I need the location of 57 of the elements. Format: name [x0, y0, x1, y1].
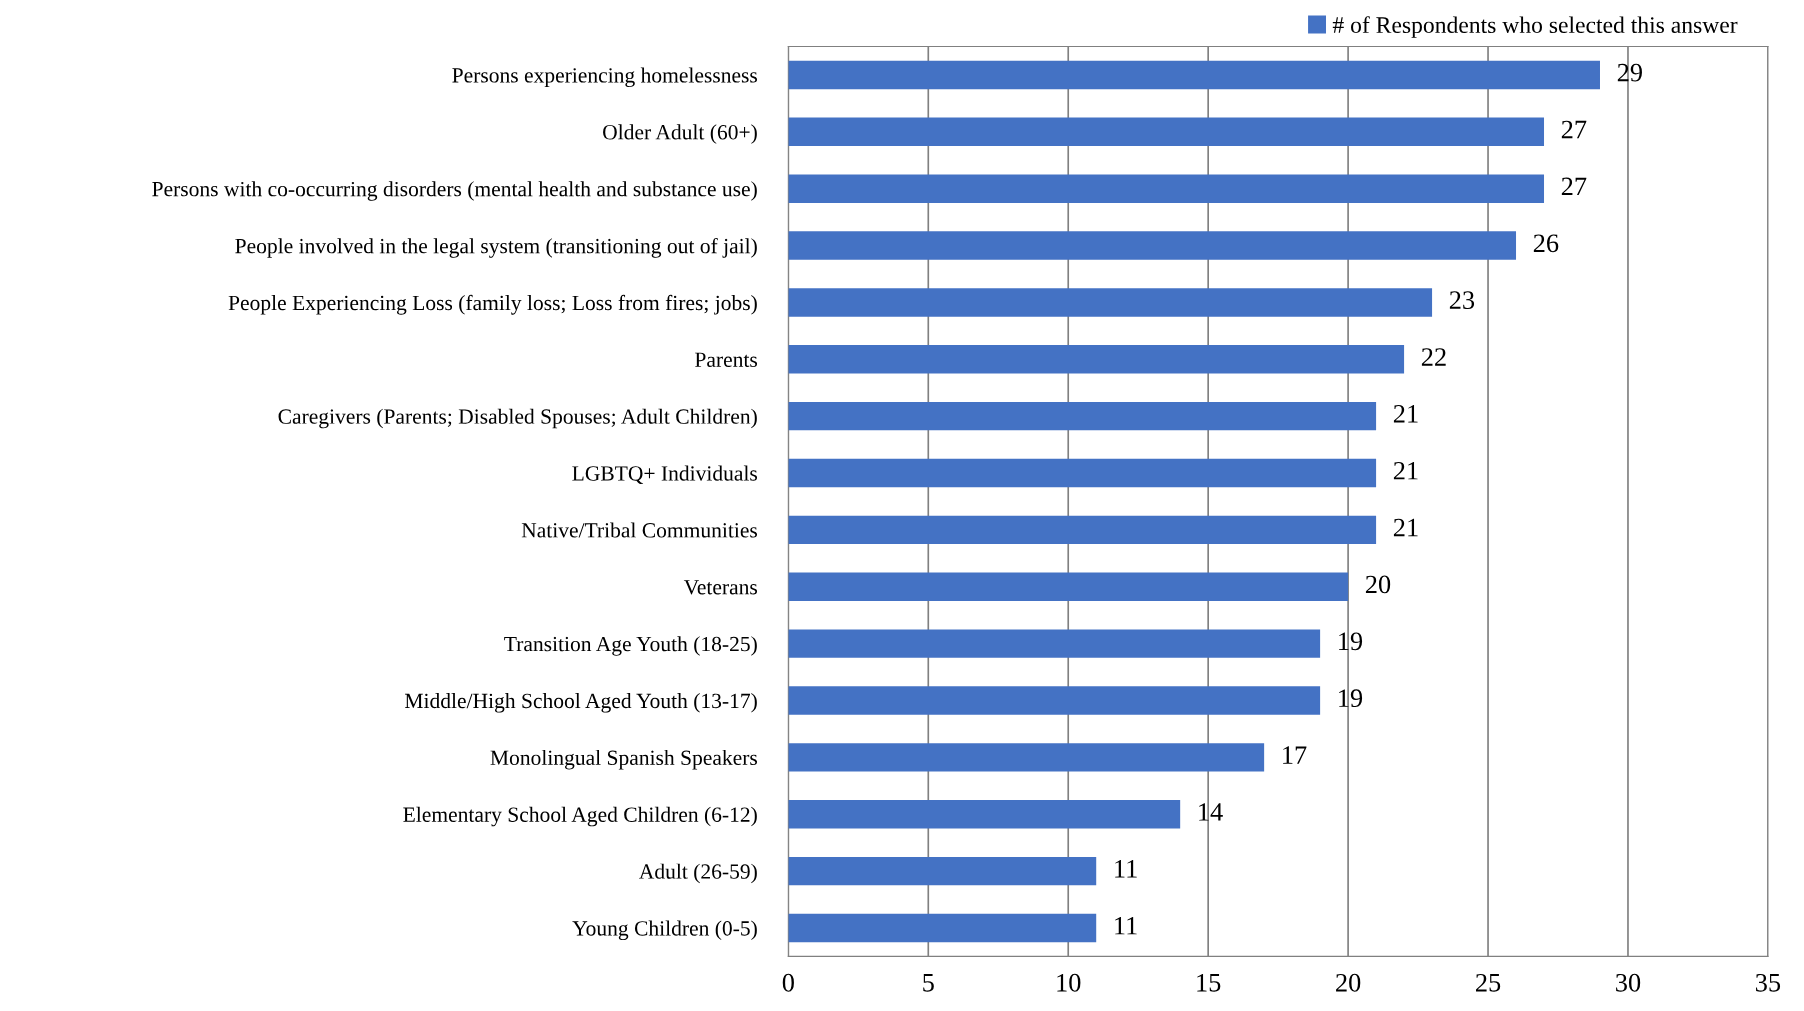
data-label: 21 — [1393, 461, 1418, 480]
bar — [788, 743, 1265, 772]
data-label: 27 — [1561, 177, 1587, 196]
data-label: 27 — [1561, 120, 1587, 139]
bar — [788, 174, 1545, 203]
bar — [788, 345, 1405, 374]
data-label: 23 — [1449, 291, 1475, 310]
y-tick-label: Adult (26-59) — [639, 863, 757, 884]
y-tick-label: Veterans — [683, 580, 758, 595]
x-tick-label: 30 — [1616, 973, 1641, 992]
bar — [788, 856, 1097, 886]
y-tick-label: Monolingual Spanish Speakers — [490, 749, 758, 770]
y-tick-label: Persons with co-occurring disorders (mental health and substance use) — [152, 181, 757, 201]
bar — [788, 401, 1377, 431]
y-tick-label: Caregivers (Parents; Disabled Spouses; Adult Children) — [278, 408, 757, 429]
y-tick-label: Elementary School Aged Children (6-12) — [403, 806, 757, 827]
bar — [788, 515, 1377, 545]
x-tick-label: 20 — [1336, 973, 1361, 992]
data-label: 29 — [1617, 63, 1642, 82]
y-tick-label: Persons experiencing homelessness — [452, 67, 757, 88]
bar — [788, 231, 1517, 260]
y-tick-label: Young Children (0-5) — [572, 920, 757, 941]
bar — [788, 572, 1349, 601]
x-tick-label: 15 — [1197, 973, 1221, 992]
data-label: 21 — [1393, 518, 1418, 537]
bar — [788, 117, 1545, 147]
data-label: 17 — [1283, 746, 1307, 764]
bar — [788, 458, 1377, 488]
data-label: 21 — [1393, 405, 1418, 423]
bar — [788, 800, 1181, 829]
data-label: 19 — [1339, 689, 1363, 708]
bar — [788, 913, 1097, 943]
data-label: 22 — [1421, 348, 1446, 366]
y-tick-label: Parents — [695, 352, 758, 367]
data-label: 14 — [1199, 803, 1223, 821]
data-label: 11 — [1115, 916, 1137, 935]
y-tick-label: Transition Age Youth (18-25) — [504, 636, 757, 656]
bar — [788, 629, 1321, 658]
legend-label: # of Respondents who selected this answer — [1332, 16, 1738, 38]
y-tick-label: Older Adult (60+) — [603, 124, 757, 144]
y-tick-label: People involved in the legal system (transitioning out of jail) — [235, 237, 757, 258]
y-tick-label: Native/Tribal Communities — [521, 522, 758, 538]
x-tick-label: 35 — [1755, 973, 1781, 992]
x-tick-label: 25 — [1476, 973, 1501, 992]
y-tick-label: LGBTQ+ Individuals — [572, 465, 758, 484]
x-tick-label: 10 — [1057, 973, 1081, 992]
x-tick-label: 0 — [782, 973, 794, 992]
y-tick-label: People Experiencing Loss (family loss; Loss from fires; jobs) — [228, 294, 757, 315]
data-label: 26 — [1533, 234, 1559, 253]
x-tick-label: 5 — [923, 974, 934, 992]
y-tick-label: Middle/High School Aged Youth (13-17) — [404, 693, 757, 713]
data-label: 20 — [1365, 575, 1391, 594]
bar — [788, 686, 1321, 715]
bar — [788, 60, 1600, 90]
bar — [788, 288, 1433, 317]
data-label: 11 — [1115, 860, 1137, 878]
data-label: 19 — [1339, 632, 1363, 651]
